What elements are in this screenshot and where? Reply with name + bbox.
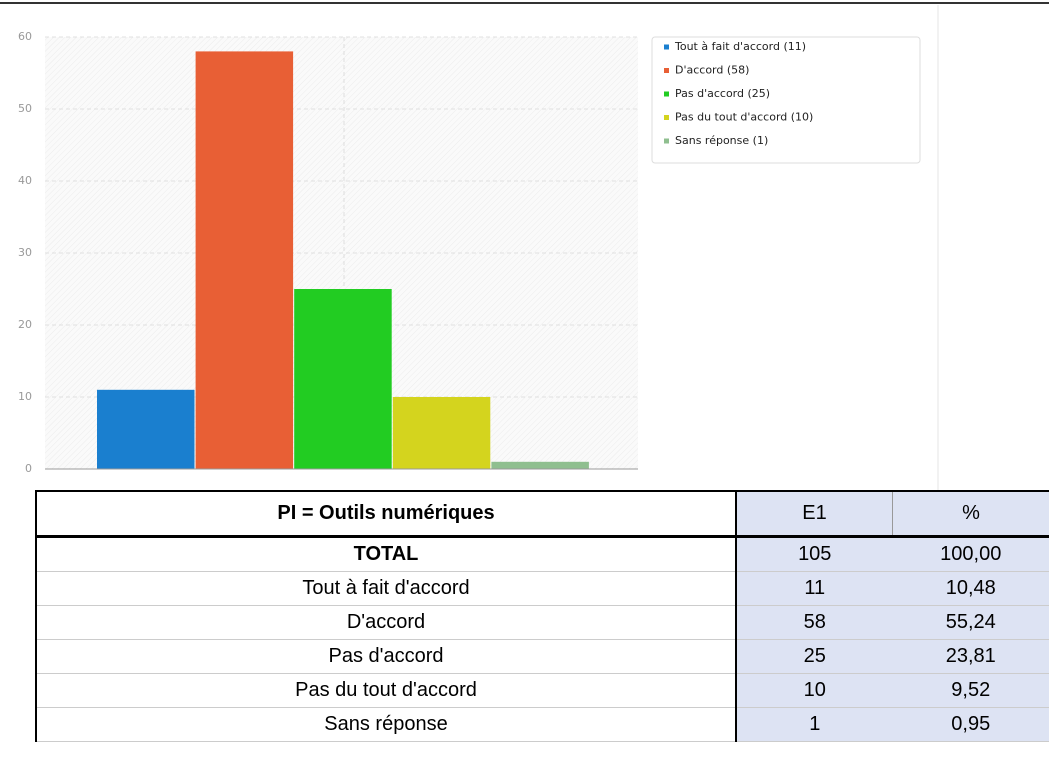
table-cell: TOTAL: [35, 536, 737, 572]
y-tick-label: 50: [18, 102, 32, 115]
chart: Tout à fait d'accord (11) D'accord (58) Pa…: [0, 2, 1049, 490]
y-tick-label: 60: [18, 30, 32, 43]
legend: [651, 36, 921, 164]
legend-label: Pas du tout d'accord (10): [675, 111, 813, 124]
table-cell: 105: [736, 536, 893, 572]
table-row: Tout à fait d'accord 11 10,48: [35, 571, 1049, 606]
table-cell: 10,48: [892, 571, 1049, 606]
legend-swatch: [664, 138, 669, 144]
legend-swatch: [664, 115, 669, 120]
table-cell: PI = Outils numériques: [35, 490, 737, 538]
table-cell: Pas d'accord: [35, 639, 737, 674]
table-cell: 10: [736, 673, 893, 708]
table-cell: 23,81: [892, 639, 1049, 674]
table-row: TOTAL 105 100,00: [35, 536, 1049, 572]
table-cell: 25: [736, 639, 893, 674]
table-cell: Sans réponse: [35, 707, 737, 742]
table-cell: D'accord: [35, 605, 737, 640]
bar: [97, 389, 195, 469]
table-row: PI = Outils numériques E1%: [35, 490, 1049, 538]
table-row: Pas d'accord 25 23,81: [35, 639, 1049, 674]
y-tick-label: 10: [18, 390, 32, 403]
bar: [294, 289, 392, 469]
table-cell: 1: [736, 707, 893, 742]
table-cell: 55,24: [892, 605, 1049, 640]
bar: [491, 461, 589, 469]
legend-label: Sans réponse (1): [675, 134, 768, 147]
table-row: D'accord 58 55,24: [35, 605, 1049, 640]
data-table: PI = Outils numériques E1% TOTAL 105 100,00 T…: [35, 490, 1049, 742]
table-cell: 58: [736, 605, 893, 640]
table-cell: Pas du tout d'accord: [35, 673, 737, 708]
legend-swatch: [664, 44, 669, 50]
table-cell: 100,00: [892, 536, 1049, 572]
table-row: Pas du tout d'accord 10 9,52: [35, 673, 1049, 708]
bar: [195, 51, 294, 470]
y-tick-label: 20: [18, 318, 32, 331]
table-cell: Tout à fait d'accord: [35, 571, 737, 606]
y-tick-label: 0: [25, 462, 32, 475]
table-cell: 9,52: [892, 673, 1049, 708]
y-tick-label: 30: [18, 246, 32, 259]
legend-label: Pas d'accord (25): [675, 87, 770, 100]
legend-label: Tout à fait d'accord (11): [674, 40, 806, 53]
table-cell: 0,95: [892, 707, 1049, 742]
y-tick-label: 40: [18, 174, 32, 187]
table-cell: 11: [736, 571, 893, 606]
table-cell: %: [892, 490, 1049, 538]
table-row: Sans réponse 1 0,95: [35, 707, 1049, 742]
table-cell: E1: [736, 490, 893, 538]
legend-swatch: [664, 91, 669, 97]
bar: [392, 397, 491, 469]
legend-label: D'accord (58): [675, 64, 749, 77]
legend-swatch: [664, 68, 669, 73]
